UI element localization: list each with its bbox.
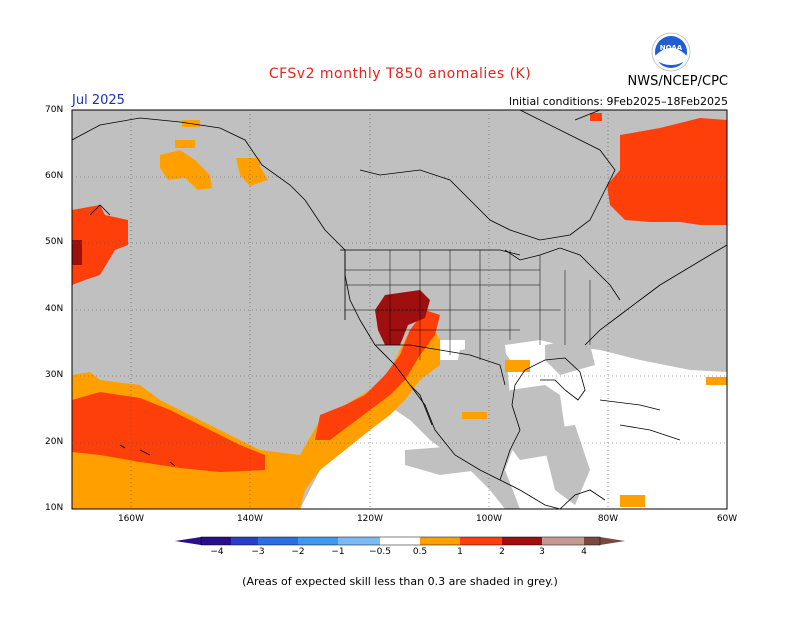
anomaly-red-hawaii: [72, 392, 265, 472]
lat-tick-70: 70N: [45, 105, 64, 115]
colorbar-tick: −4: [210, 547, 224, 557]
initial-conditions: Initial conditions: 9Feb2025–18Feb2025: [508, 95, 728, 108]
skill-white-southwest: [300, 410, 505, 509]
anomaly-orange-yukon: [236, 158, 268, 186]
anomaly-orange-atlantic: [706, 377, 727, 385]
colorbar-tick: −0.5: [369, 547, 391, 557]
lon-tick-80w: 80W: [597, 514, 619, 524]
coastlines: [72, 110, 727, 509]
anomaly-darkred-greatbasin: [375, 290, 430, 345]
anomaly-red-baffin: [590, 113, 602, 121]
map-area: [72, 110, 727, 509]
anomaly-orange-texas: [505, 360, 530, 372]
anomaly-red-nepac: [72, 205, 128, 285]
lat-tick-10: 10N: [45, 503, 64, 513]
colorbar-tick: 4: [581, 547, 587, 557]
noaa-logo: NOAA: [651, 32, 691, 72]
lat-tick-50: 50N: [45, 237, 64, 247]
grey-pacific-mx: [405, 445, 480, 475]
anomaly-red-baja: [315, 310, 440, 440]
anomaly-orange-caribbean: [620, 495, 645, 507]
colorbar-tick: 1: [457, 547, 463, 557]
noaa-logo-text: NOAA: [660, 44, 683, 52]
anomaly-darkred-nepac: [72, 240, 82, 265]
lon-tick-160w: 160W: [117, 514, 145, 524]
lat-tick-30: 30N: [45, 370, 64, 380]
map-title: CFSv2 monthly T850 anomalies (K): [268, 66, 532, 82]
colorbar-tick: −3: [251, 547, 265, 557]
lat-tick-20: 20N: [45, 437, 64, 447]
colorbar-arrow-right: [600, 537, 625, 545]
colorbar-tick: −2: [291, 547, 305, 557]
forecast-month: Jul 2025: [72, 93, 125, 108]
colorbar-tick: 2: [499, 547, 505, 557]
grey-florida: [545, 340, 595, 375]
lon-tick-60w: 60W: [716, 514, 738, 524]
anomaly-orange-ak3: [175, 140, 195, 148]
colorbar-tick: 3: [539, 547, 545, 557]
colorbar-tick: −1: [331, 547, 345, 557]
lon-tick-100w: 100W: [475, 514, 503, 524]
lat-tick-40: 40N: [45, 304, 64, 314]
anomaly-orange-ak2: [160, 150, 212, 190]
colorbar-tick: 0.5: [412, 547, 428, 557]
anomaly-red-labrador: [607, 118, 727, 225]
org-label: NWS/NCEP/CPC: [627, 74, 728, 89]
anomaly-orange-mx-pacific: [462, 412, 487, 419]
skill-white-mx: [440, 340, 465, 360]
lon-tick-140w: 140W: [236, 514, 264, 524]
colorbar-arrow-left: [175, 537, 201, 545]
colorbar: [175, 536, 625, 546]
map-frame: [71, 109, 728, 510]
lat-tick-60: 60N: [45, 171, 64, 181]
grey-central-am: [540, 425, 590, 505]
lon-tick-120w: 120W: [356, 514, 384, 524]
skill-note: (Areas of expected skill less than 0.3 a…: [242, 575, 558, 588]
graticule: [72, 110, 727, 509]
